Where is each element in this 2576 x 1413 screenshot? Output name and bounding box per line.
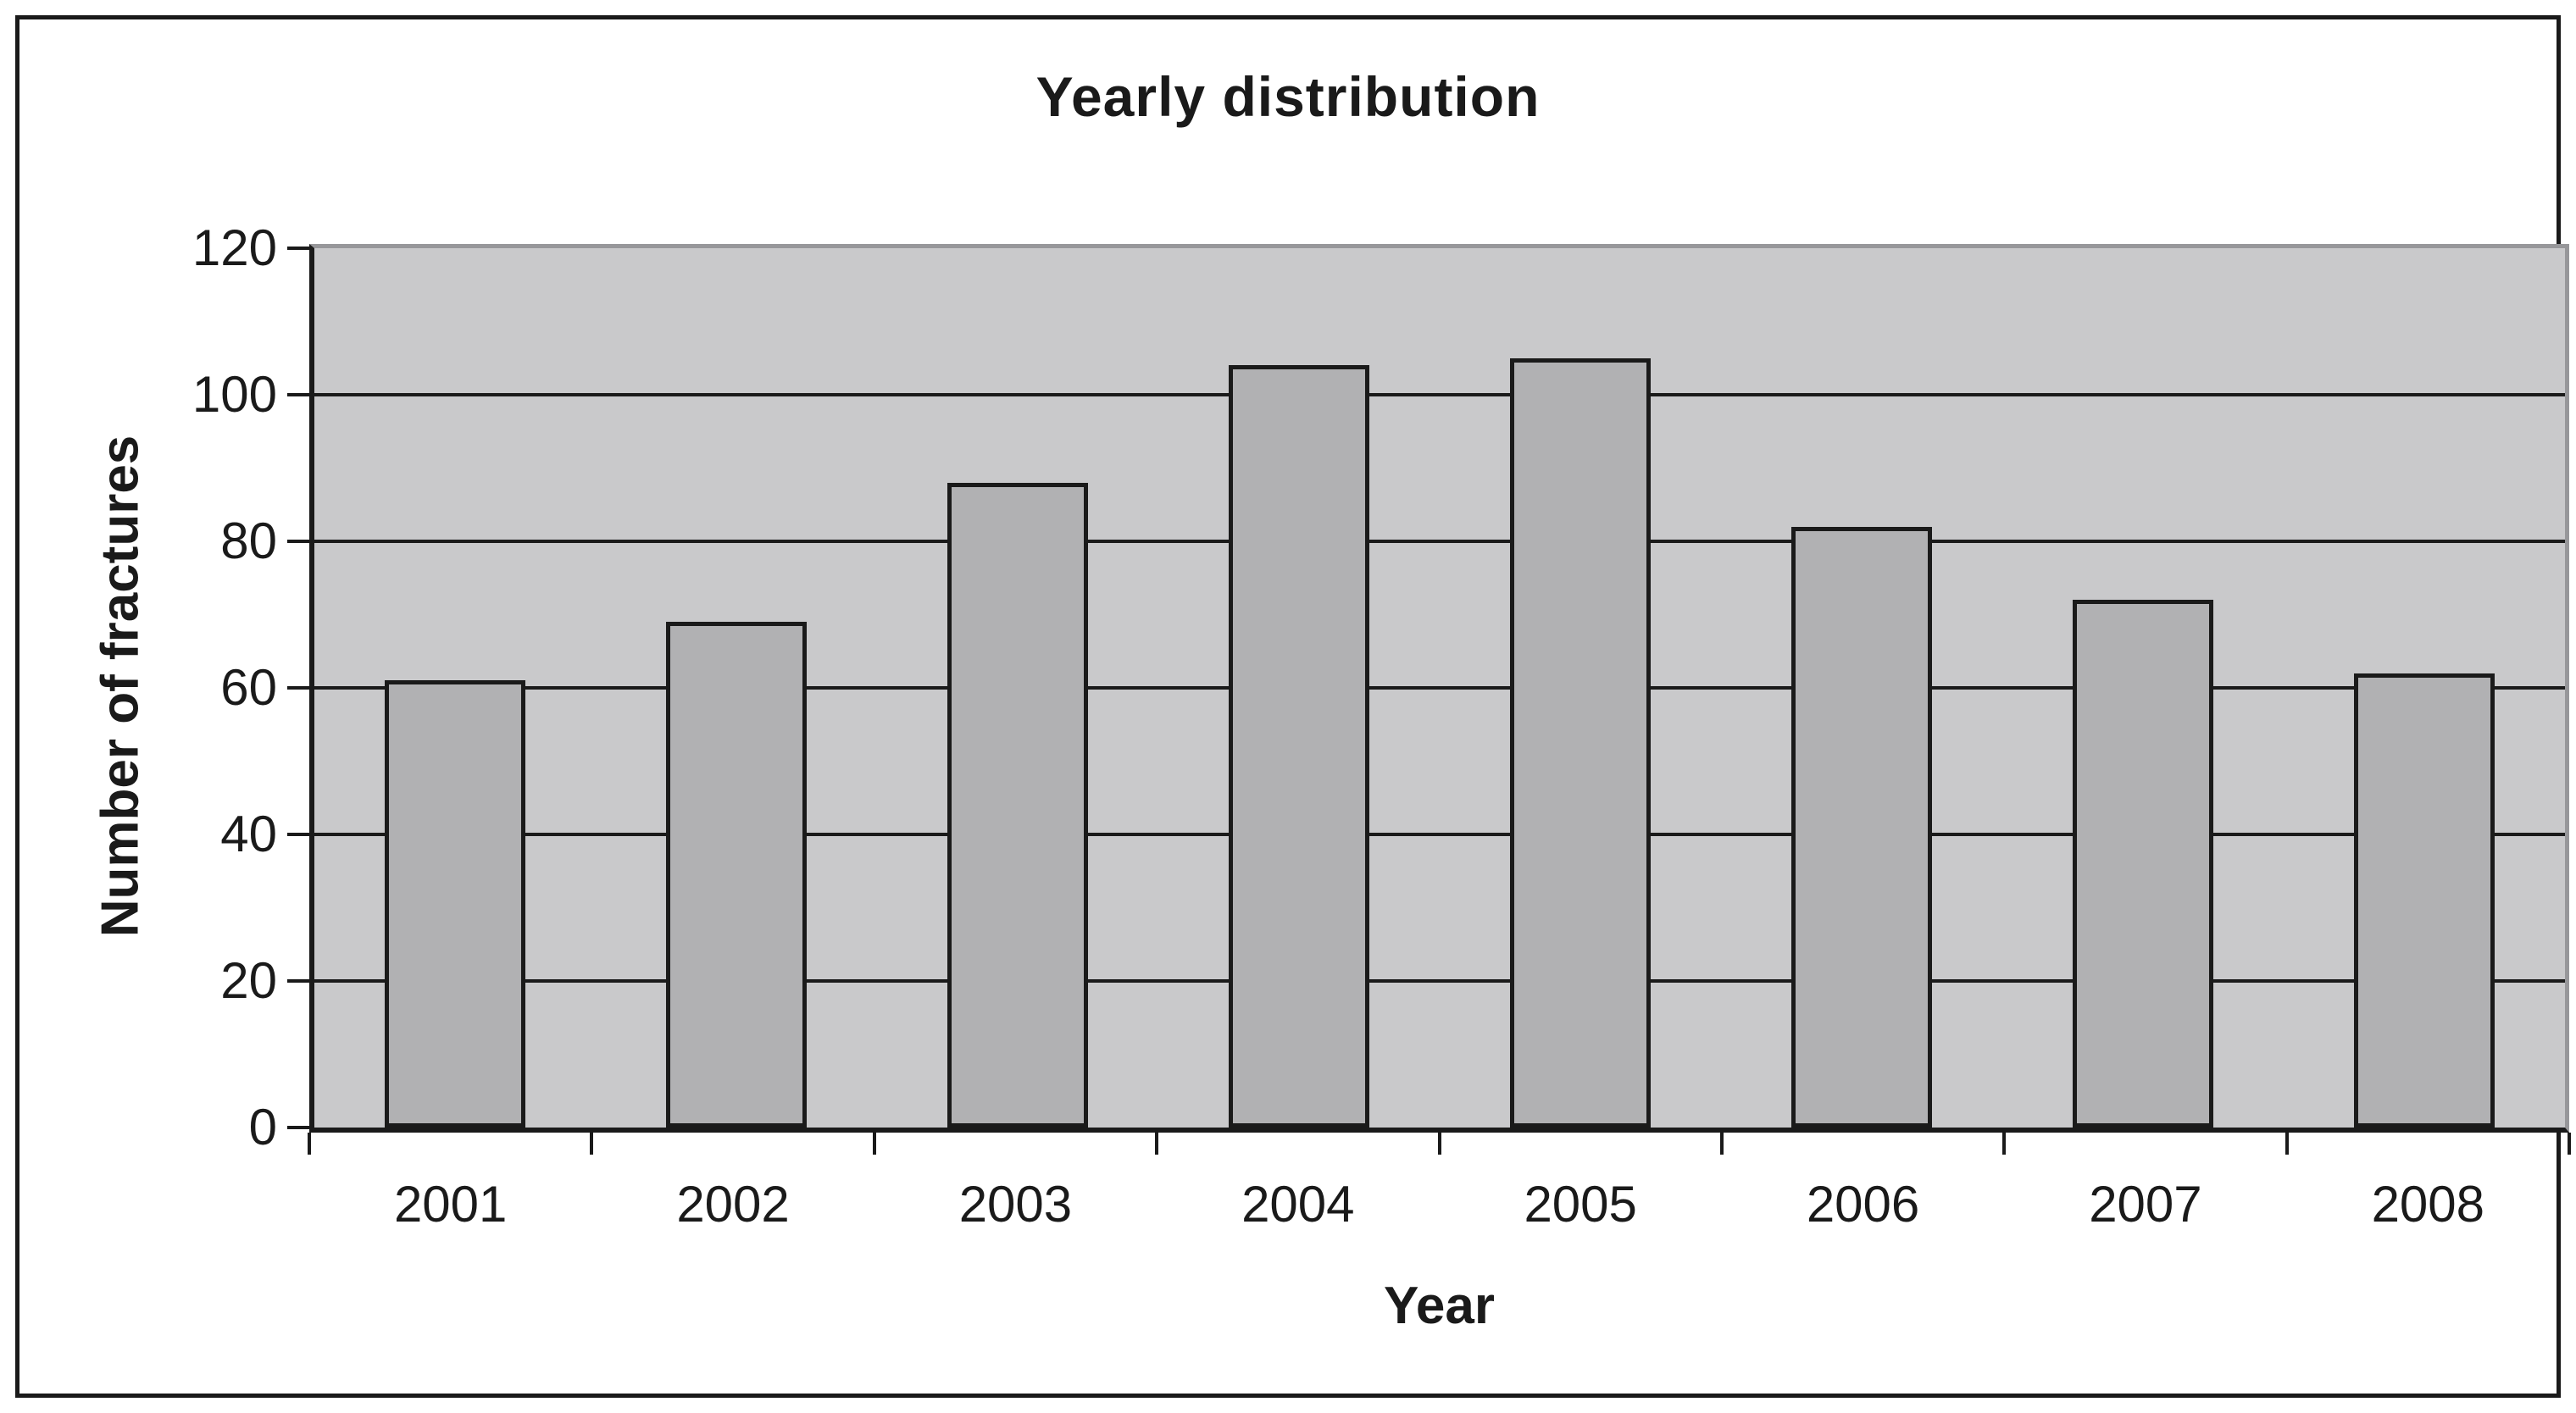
x-tick-mark <box>1719 1133 1724 1155</box>
plot-area <box>309 244 2569 1133</box>
x-tick-mark <box>2002 1133 2007 1155</box>
y-tick-mark <box>287 833 309 836</box>
y-tick-label: 80 <box>220 513 277 569</box>
x-category-label: 2006 <box>1806 1176 1920 1233</box>
y-tick-label: 60 <box>220 659 277 716</box>
x-axis-title: Year <box>1383 1277 1496 1335</box>
x-tick-mark <box>872 1133 876 1155</box>
bar <box>1510 357 1651 1128</box>
y-tick-mark <box>287 247 309 250</box>
x-axis-tick-marks <box>308 1133 2571 1155</box>
gridline <box>314 686 2565 690</box>
bar-slot <box>314 248 596 1128</box>
bar-slot <box>1440 248 1721 1128</box>
y-tick-label: 40 <box>220 806 277 862</box>
x-tick-mark <box>2285 1133 2289 1155</box>
x-category-label: 2004 <box>1241 1176 1355 1233</box>
gridline <box>314 393 2565 396</box>
bar-slot <box>2002 248 2284 1128</box>
x-category-label: 2008 <box>2371 1176 2485 1233</box>
y-axis-tick-labels: 0 20 40 60 80 100 120 <box>15 223 277 1153</box>
bar <box>1791 526 1932 1128</box>
bar <box>947 482 1088 1128</box>
y-tick-mark <box>287 393 309 396</box>
x-category-label: 2003 <box>958 1176 1073 1233</box>
y-tick-label: 120 <box>192 219 277 276</box>
y-tick-label: 0 <box>248 1099 277 1155</box>
x-category-label: 2005 <box>1524 1176 1637 1233</box>
bar-slot <box>877 248 1158 1128</box>
y-tick-label: 100 <box>192 366 277 423</box>
bar <box>2073 600 2213 1128</box>
bar-slot <box>2284 248 2565 1128</box>
chart-title: Yearly distribution <box>1035 65 1541 128</box>
bar-slot <box>1158 248 1440 1128</box>
x-tick-mark <box>1155 1133 1159 1155</box>
x-category-label: 2002 <box>676 1176 790 1233</box>
gridline <box>314 979 2565 983</box>
x-axis-category-labels: 2001 2002 2003 2004 2005 2006 2007 2008 <box>309 1179 2569 1238</box>
gridline <box>314 540 2565 543</box>
bars-layer <box>314 248 2565 1128</box>
y-tick-mark <box>287 540 309 543</box>
bar <box>666 622 807 1128</box>
gridlines-layer <box>314 248 2565 1128</box>
x-tick-mark <box>2568 1133 2571 1155</box>
y-tick-mark <box>287 1126 309 1129</box>
bar <box>2354 673 2495 1128</box>
y-tick-label: 20 <box>220 952 277 1009</box>
bar-slot <box>596 248 877 1128</box>
x-tick-mark <box>1437 1133 1441 1155</box>
y-tick-mark <box>287 686 309 690</box>
y-tick-mark <box>287 979 309 983</box>
x-category-label: 2007 <box>2089 1176 2202 1233</box>
bar-slot <box>1721 248 2002 1128</box>
x-category-label: 2001 <box>393 1176 508 1233</box>
bar <box>385 680 525 1128</box>
bar <box>1229 365 1369 1128</box>
x-tick-mark <box>308 1133 311 1155</box>
gridline <box>314 833 2565 836</box>
x-tick-mark <box>590 1133 594 1155</box>
y-axis-tick-marks <box>287 247 309 1129</box>
